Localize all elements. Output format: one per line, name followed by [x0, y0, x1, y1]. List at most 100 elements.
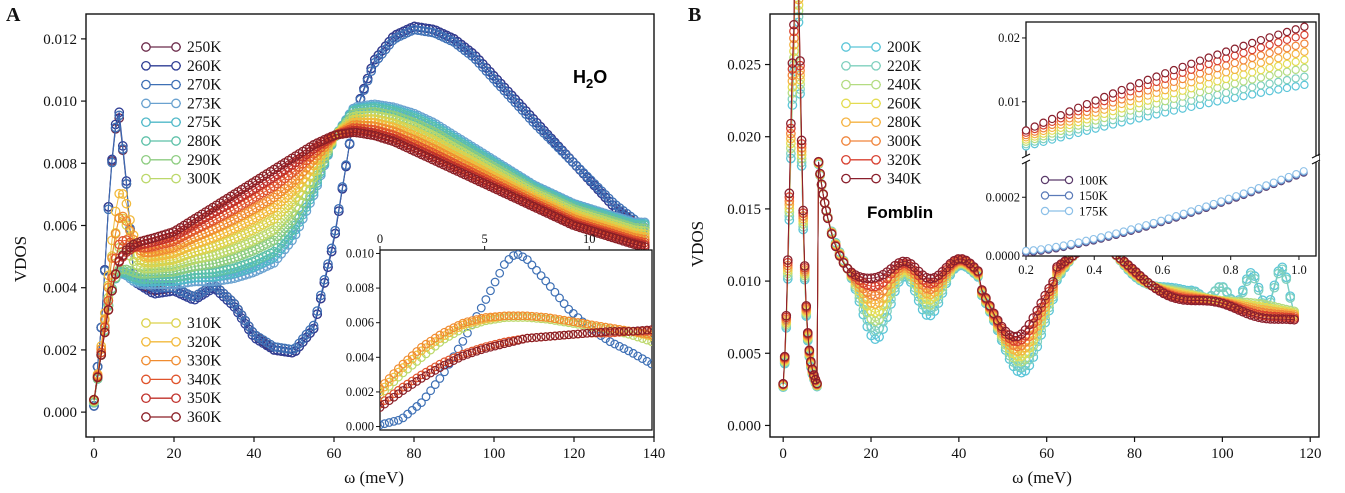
panel-a-legend-item: 320K: [141, 334, 222, 351]
panel-b-inset-low-point: [1097, 233, 1106, 242]
panel-a-inset-point: [463, 328, 472, 338]
panel-a-inset-point: [513, 335, 523, 345]
panel-a-inset-point: [591, 328, 601, 337]
panel-b-inset-point: [1143, 75, 1153, 85]
panel-b-point: [818, 189, 828, 199]
panel-b-point: [1269, 282, 1280, 293]
panel-b-inset-low-point: [1022, 246, 1030, 255]
panel-b-point: [786, 118, 796, 129]
panel-b-inset-low-point: [1149, 218, 1158, 227]
legend-marker: [1040, 191, 1050, 200]
panel-a-inset-point: [624, 346, 633, 356]
panel-b-inset-point: [1291, 25, 1300, 34]
panel-a-inset-point: [522, 311, 532, 321]
panel-b-inset-low-point: [1067, 239, 1075, 248]
panel-b-inset-series-340K: [1021, 22, 1309, 135]
panel-b-inset-point: [1300, 55, 1309, 65]
panel-b-point: [807, 364, 818, 375]
panel-a-inset-point: [467, 316, 477, 326]
panel-b-inset-break-mark: [1021, 153, 1031, 159]
panel-a-inset-point: [421, 367, 431, 377]
panel-b-inset-low-point: [1082, 236, 1090, 245]
panel-b-inset-point: [1274, 69, 1283, 78]
panel-a-y-axis-label: VDOS: [11, 236, 30, 282]
panel-b-frame: [769, 13, 1320, 438]
panel-b-inset-point: [1256, 58, 1266, 67]
legend-marker: [141, 336, 151, 347]
legend-marker: [1064, 175, 1074, 185]
panel-b-legend-item: 280K: [841, 114, 922, 131]
panel-b-inset-point: [1230, 51, 1240, 60]
panel-a-inset-frame: [379, 249, 653, 431]
panel-a-inset-point: [440, 360, 449, 370]
panel-a-inset-y-tick-label: 0.000: [346, 420, 374, 434]
panel-a-inset-point: [449, 353, 459, 363]
panel-b-point: [813, 156, 824, 167]
panel-b-point: [1028, 313, 1039, 323]
panel-b-inset-point: [1256, 43, 1266, 52]
panel-a-inset-point: [417, 373, 426, 383]
panel-a-inset-point: [398, 382, 408, 392]
panel-b-inset-low-point: [1127, 225, 1136, 234]
panel-a-inset-point: [527, 333, 537, 343]
legend-marker: [141, 355, 151, 366]
panel-a-inset-x-tick-label: 0: [377, 232, 383, 246]
panel-b-inset-point: [1291, 49, 1300, 59]
panel-b-x-tick-label: 40: [951, 446, 966, 462]
panel-b-point: [798, 205, 809, 216]
panel-b-legend-label: 280K: [887, 114, 922, 131]
panel-a-inset-point: [628, 348, 638, 358]
panel-b-legend-label: 240K: [887, 77, 922, 94]
panel-b-inset-point: [1213, 50, 1222, 59]
panel-a-inset-point: [453, 353, 463, 363]
panel-a-point: [99, 327, 110, 338]
panel-a-y-tick-label: 0.004: [43, 281, 77, 297]
panel-a-inset-point: [389, 372, 399, 382]
panel-a-inset-point: [610, 339, 620, 349]
panel-a-inset-point: [647, 325, 652, 335]
panel-a-inset-point: [380, 382, 390, 392]
panel-b-inset-point: [1134, 79, 1144, 88]
legend-marker: [171, 79, 181, 90]
panel-a-legend-item: 290K: [141, 152, 222, 169]
panel-a-inset-point: [637, 326, 647, 335]
panel-b-inset-point: [1239, 56, 1248, 65]
panel-a-point: [103, 305, 114, 315]
panel-a-y-tick-label: 0.002: [43, 343, 77, 359]
panel-a-ticks: 0 20 40 60 80 100 120 1400.0000.0020.0040.0060.…: [43, 32, 665, 462]
panel-a-point: [121, 178, 132, 189]
panel-b-inset-point: [1221, 61, 1231, 70]
panel-b-y-tick-label: 0.015: [727, 202, 761, 218]
panel-a-point: [319, 274, 330, 285]
panel-a-inset-point: [499, 260, 509, 269]
legend-marker: [141, 412, 151, 422]
panel-b-point: [784, 188, 795, 199]
panel-b-point: [1032, 305, 1043, 316]
panel-a-point: [121, 216, 132, 226]
panel-b-inset-point: [1230, 58, 1240, 68]
panel-a-inset-point: [384, 377, 394, 387]
panel-a-point: [366, 66, 377, 77]
panel-a-inset-point: [426, 340, 436, 349]
legend-marker: [841, 79, 851, 90]
panel-a-inset-point: [444, 328, 454, 338]
panel-a-inset-point: [559, 299, 569, 309]
panel-b-inset-point: [1204, 66, 1213, 76]
panel-a-inset-point: [403, 383, 413, 392]
panel-a-inset-point: [490, 277, 500, 287]
legend-marker: [871, 60, 881, 71]
panel-b-point: [830, 241, 841, 252]
panel-a-inset-point: [642, 356, 652, 366]
panel-a-inset-point: [444, 355, 454, 365]
panel-b-inset-low-point: [1299, 167, 1308, 175]
panel-b-inset-point: [1300, 72, 1309, 81]
panel-a-inset-point: [647, 337, 652, 346]
panel-b-point: [988, 308, 999, 319]
panel-a-inset-point: [435, 330, 445, 340]
panel-a-inset-point: [435, 359, 445, 369]
panel-a-inset-point: [444, 358, 454, 368]
panel-a-inset-point: [555, 293, 564, 303]
panel-b-inset-point: [1230, 72, 1240, 81]
panel-b-legend-label: 200K: [887, 39, 922, 56]
